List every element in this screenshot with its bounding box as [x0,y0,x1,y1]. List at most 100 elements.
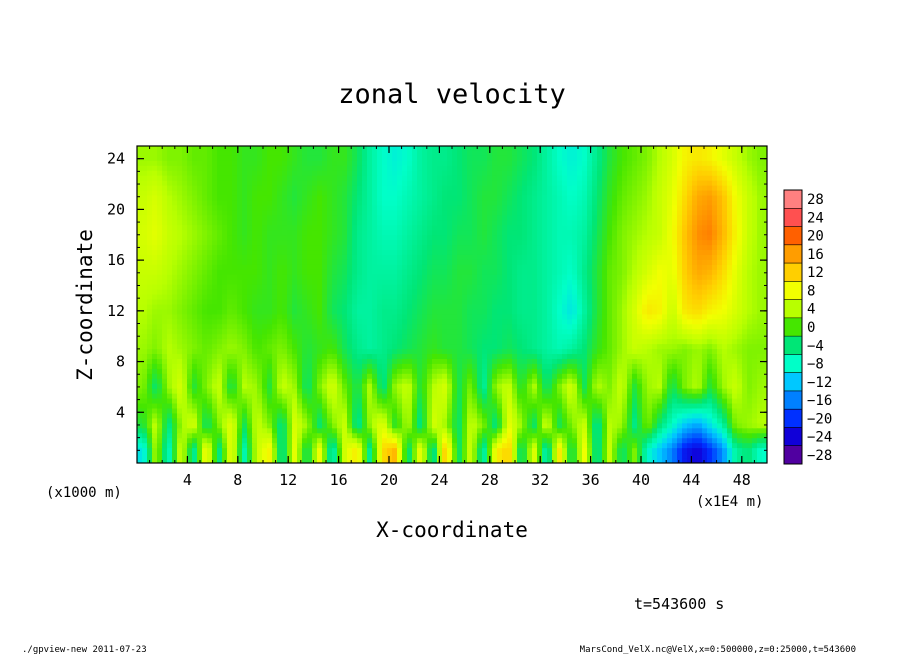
field-cell [737,175,743,182]
field-cell [327,309,333,315]
field-cell [247,269,253,276]
field-cell [437,284,443,291]
field-cell [647,264,653,271]
field-cell [627,160,633,167]
field-cell [572,279,578,286]
field-cell [632,324,638,330]
field-cell [647,289,653,296]
field-cell [707,304,713,311]
field-cell [272,264,278,271]
field-cell [252,259,258,266]
field-cell [667,150,673,157]
field-cell [177,235,183,241]
field-cell [362,230,368,236]
field-cell [502,225,508,231]
field-cell [377,180,383,187]
field-cell [602,269,608,276]
field-cell [562,146,568,152]
field-cell [752,294,758,301]
field-cell [412,284,418,291]
field-cell [347,235,353,241]
field-cell [482,200,488,207]
field-cell [377,299,383,306]
field-cell [392,314,398,320]
field-cell [197,225,203,231]
field-cell [587,235,593,241]
field-cell [172,274,178,281]
field-cell [412,210,418,216]
field-cell [192,264,198,271]
field-cell [402,299,408,306]
field-cell [282,250,288,256]
field-cell [152,165,158,172]
field-cell [757,185,763,192]
field-cell [467,329,473,335]
field-cell [487,180,493,187]
field-cell [492,155,498,162]
field-cell [372,240,378,246]
field-cell [597,299,603,306]
field-cell [242,235,248,241]
field-cell [647,190,653,197]
field-cell [462,240,468,246]
field-cell [357,190,363,197]
field-cell [532,170,538,177]
field-cell [202,180,208,187]
field-cell [622,269,628,276]
field-cell [297,339,303,345]
field-cell [597,284,603,291]
field-cell [487,150,493,157]
field-cell [362,185,368,192]
field-cell [392,215,398,221]
field-cell [192,314,198,320]
field-cell [282,324,288,330]
field-cell [577,155,583,162]
field-cell [442,329,448,335]
field-cell [142,180,148,187]
field-cell [277,274,283,281]
field-cell [622,294,628,301]
field-cell [207,304,213,311]
field-cell [287,200,293,207]
field-cell [252,339,258,345]
field-cell [207,180,213,187]
field-cell [222,200,228,207]
field-cell [737,274,743,281]
field-cell [277,250,283,256]
field-cell [142,245,148,251]
field-cell [302,200,308,207]
field-cell [742,309,748,315]
field-cell [247,279,253,286]
field-cell [187,259,193,266]
field-cell [357,240,363,246]
field-cell [232,329,238,335]
field-cell [312,329,318,335]
field-cell [227,195,233,202]
field-cell [232,230,238,236]
field-cell [667,294,673,301]
field-cell [222,190,228,197]
field-cell [712,314,718,320]
field-cell [747,274,753,281]
field-cell [157,220,163,226]
field-cell [457,264,463,271]
field-cell [302,160,308,167]
field-cell [662,225,668,231]
field-cell [362,304,368,311]
field-cell [227,319,233,325]
field-cell [232,165,238,172]
field-cell [347,329,353,335]
field-cell [582,160,588,167]
field-cell [172,284,178,291]
field-cell [652,175,658,182]
field-cell [372,309,378,315]
field-cell [212,264,218,271]
field-cell [177,165,183,172]
field-cell [382,284,388,291]
field-cell [337,160,343,167]
field-cell [592,309,598,315]
field-cell [627,289,633,296]
field-cell [547,160,553,167]
field-cell [147,299,153,306]
field-cell [337,250,343,256]
